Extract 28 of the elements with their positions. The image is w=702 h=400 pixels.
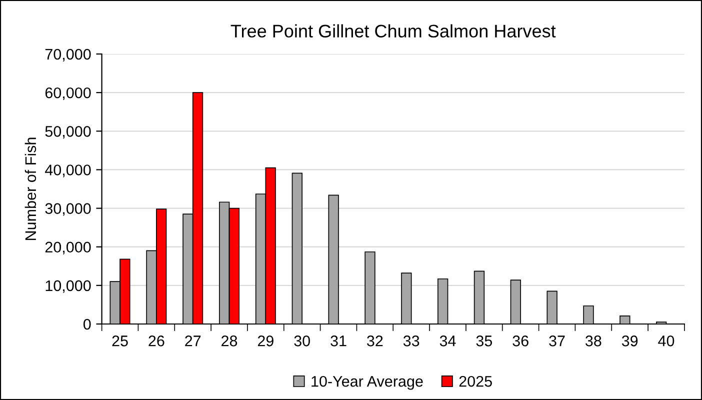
legend-label: 2025 [459,376,492,387]
x-tick-label: 34 [440,336,456,346]
chart-title: Tree Point Gillnet Chum Salmon Harvest [230,24,556,38]
y-tick-label: 30,000 [45,203,91,216]
y-tick-label: 60,000 [45,87,91,100]
x-tick-label: 37 [549,336,565,346]
x-tick-label: 35 [476,336,492,346]
x-tick-label: 36 [512,336,528,346]
y-tick-label: 20,000 [45,242,91,254]
x-tick-label: 27 [185,336,201,346]
x-tick-label: 33 [403,336,420,346]
x-tick-label: 32 [367,336,383,346]
x-tick-label: 28 [222,336,238,346]
x-tick-label: 25 [112,336,128,346]
y-axis-title: Number of Fish [24,138,36,240]
x-tick-label: 39 [622,336,638,346]
x-tick-label: 29 [258,336,274,346]
y-tick-label: 40,000 [45,164,91,178]
y-tick-label: 10,000 [46,280,91,293]
x-tick-label: 38 [585,336,602,346]
y-tick-label: 50,000 [45,126,91,139]
legend-label: 10-Year Average [312,376,423,390]
x-tick-label: 40 [658,336,674,346]
y-tick-label: 0 [83,318,91,330]
y-tick-label: 70,000 [45,48,91,62]
x-tick-label: 26 [148,336,164,346]
x-tick-label: 30 [294,336,310,346]
x-tick-label: 31 [330,336,346,346]
